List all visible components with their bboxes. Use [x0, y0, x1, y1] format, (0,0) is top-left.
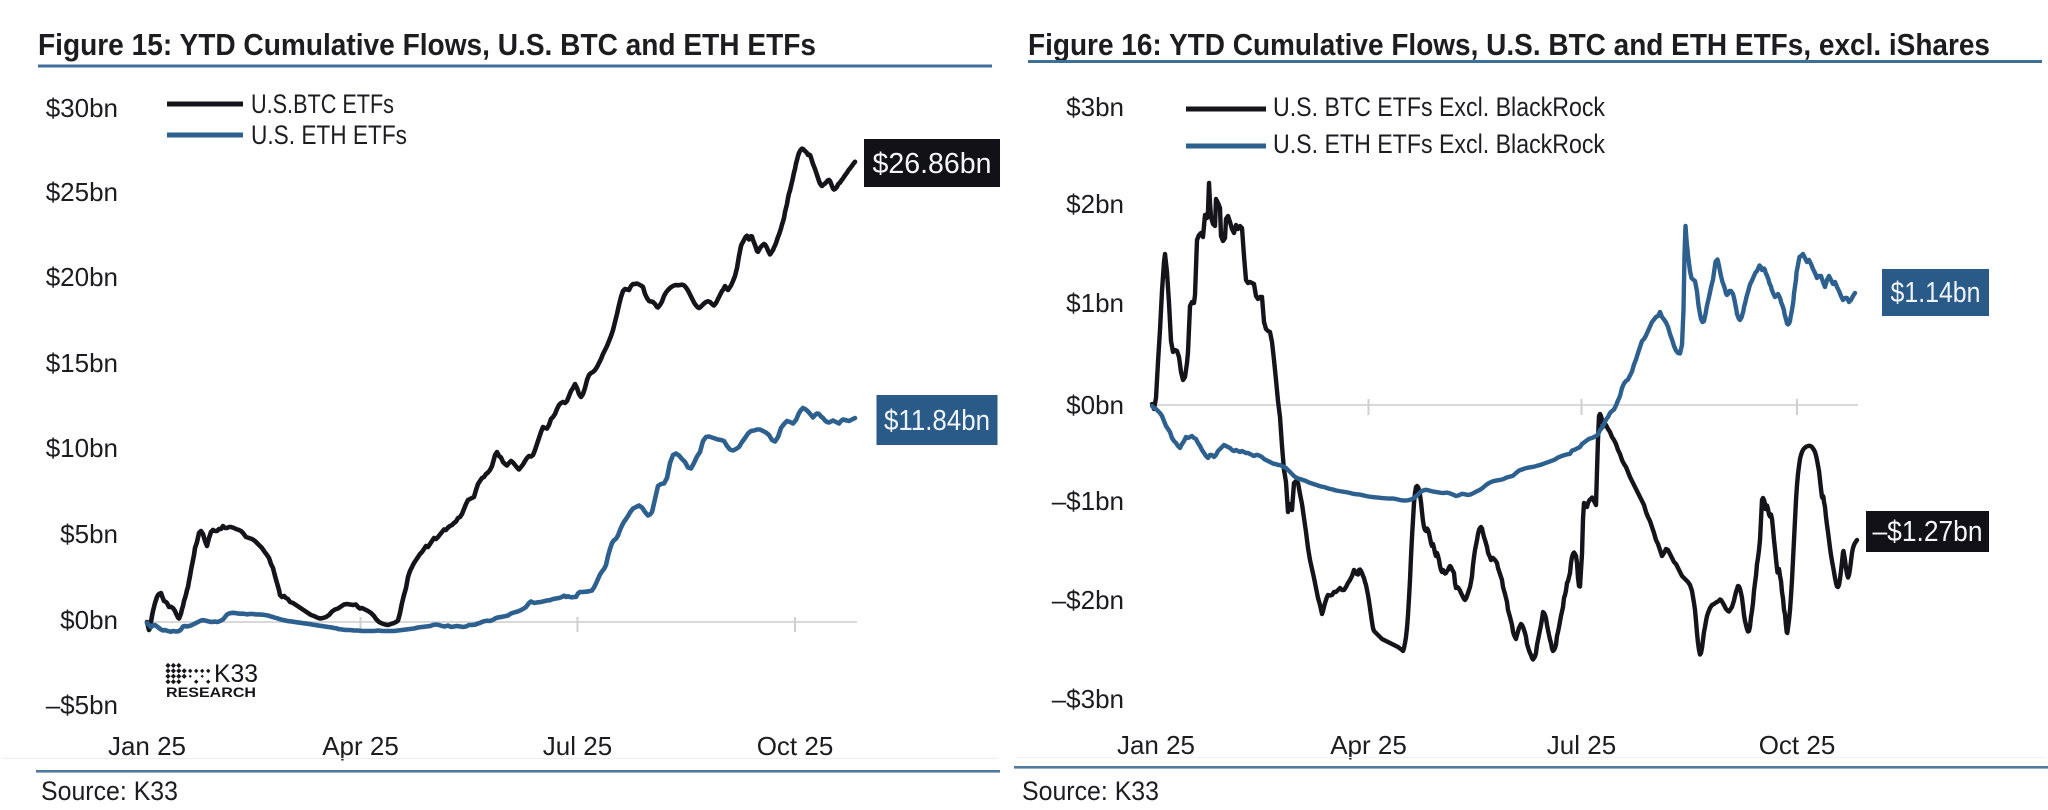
svg-text:–$3bn: –$3bn	[1052, 684, 1124, 714]
svg-text:Source: K33: Source: K33	[41, 776, 178, 806]
svg-text:–$1.27bn: –$1.27bn	[1873, 516, 1983, 548]
svg-text:Source: K33: Source: K33	[1022, 776, 1159, 806]
svg-text:Apr 25: Apr 25	[322, 731, 399, 761]
svg-text:Jan 25: Jan 25	[108, 731, 186, 761]
svg-text:U.S.BTC ETFs: U.S.BTC ETFs	[251, 89, 394, 119]
svg-text:RESEARCH: RESEARCH	[166, 685, 256, 700]
svg-text:$20bn: $20bn	[46, 262, 118, 292]
svg-text:$10bn: $10bn	[46, 433, 118, 463]
svg-text:Jan 25: Jan 25	[1117, 730, 1195, 760]
svg-text:$3bn: $3bn	[1066, 92, 1124, 122]
svg-text:–$5bn: –$5bn	[46, 690, 118, 720]
svg-text:Oct 25: Oct 25	[757, 731, 834, 761]
svg-text:–$2bn: –$2bn	[1052, 585, 1124, 615]
svg-text:K33: K33	[214, 660, 258, 688]
svg-text:Figure 15: YTD Cumulative Flow: Figure 15: YTD Cumulative Flows, U.S. BT…	[38, 27, 816, 62]
svg-text:Jul 25: Jul 25	[543, 731, 612, 761]
svg-text:Oct 25: Oct 25	[1759, 730, 1836, 760]
svg-text:$11.84bn: $11.84bn	[884, 405, 990, 437]
svg-text:$26.86bn: $26.86bn	[873, 148, 992, 180]
svg-text:Jul 25: Jul 25	[1547, 730, 1616, 760]
svg-text:$5bn: $5bn	[60, 519, 118, 549]
svg-text:$0bn: $0bn	[60, 605, 118, 635]
svg-text:Apr 25: Apr 25	[1330, 730, 1407, 760]
svg-text:$15bn: $15bn	[46, 348, 118, 378]
svg-text:$30bn: $30bn	[46, 93, 118, 123]
svg-text:$25bn: $25bn	[46, 177, 118, 207]
svg-text:$0bn: $0bn	[1066, 390, 1124, 420]
svg-text:–$1bn: –$1bn	[1052, 486, 1124, 516]
svg-text:U.S. BTC ETFs Excl. BlackRock: U.S. BTC ETFs Excl. BlackRock	[1273, 92, 1605, 122]
svg-text:$1bn: $1bn	[1066, 288, 1124, 318]
svg-text:U.S. ETH ETFs Excl. BlackRock: U.S. ETH ETFs Excl. BlackRock	[1273, 129, 1605, 159]
svg-text:Figure 16: YTD Cumulative Flow: Figure 16: YTD Cumulative Flows, U.S. BT…	[1028, 27, 1990, 62]
svg-text:U.S. ETH ETFs: U.S. ETH ETFs	[251, 120, 407, 150]
svg-text:$2bn: $2bn	[1066, 189, 1124, 219]
svg-text:$1.14bn: $1.14bn	[1891, 277, 1981, 309]
